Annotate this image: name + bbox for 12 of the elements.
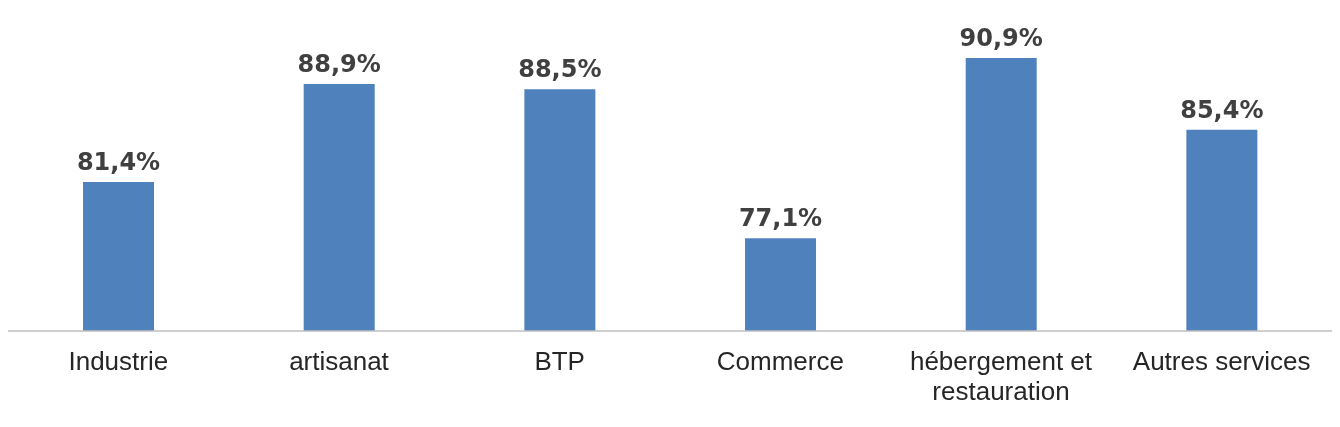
x-tick-label: BTP (534, 346, 585, 377)
x-tick-label: Autres services (1132, 346, 1311, 377)
data-label: 81,4% (76, 148, 161, 177)
x-tick-label: artisanat (289, 346, 390, 377)
x-tick-label: Industrie (68, 346, 169, 377)
data-label: 85,4% (1180, 95, 1264, 124)
x-tick-label: Commerce (716, 346, 844, 377)
data-label: 77,1% (738, 204, 823, 233)
x-tick-label: hébergement et restauration (909, 346, 1093, 407)
data-label: 90,9% (959, 24, 1043, 52)
data-label: 88,9% (297, 50, 381, 79)
data-label: 88,5% (518, 55, 602, 84)
